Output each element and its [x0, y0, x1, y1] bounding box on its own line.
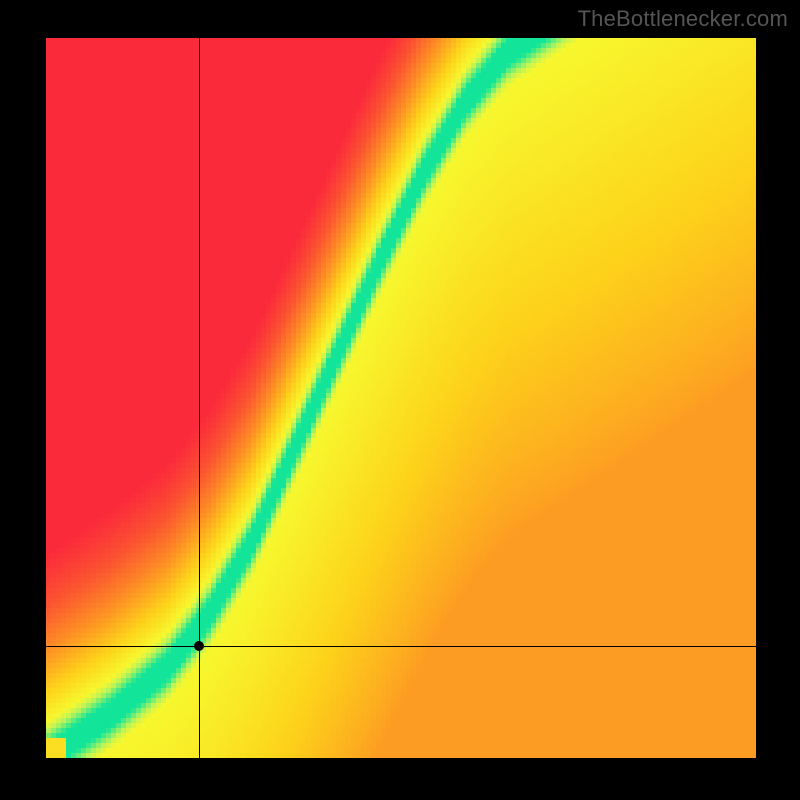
crosshair-horizontal	[46, 646, 756, 647]
crosshair-marker	[194, 641, 204, 651]
chart-frame: TheBottlenecker.com	[0, 0, 800, 800]
watermark-text: TheBottlenecker.com	[578, 6, 788, 32]
bottleneck-heatmap	[46, 38, 756, 758]
